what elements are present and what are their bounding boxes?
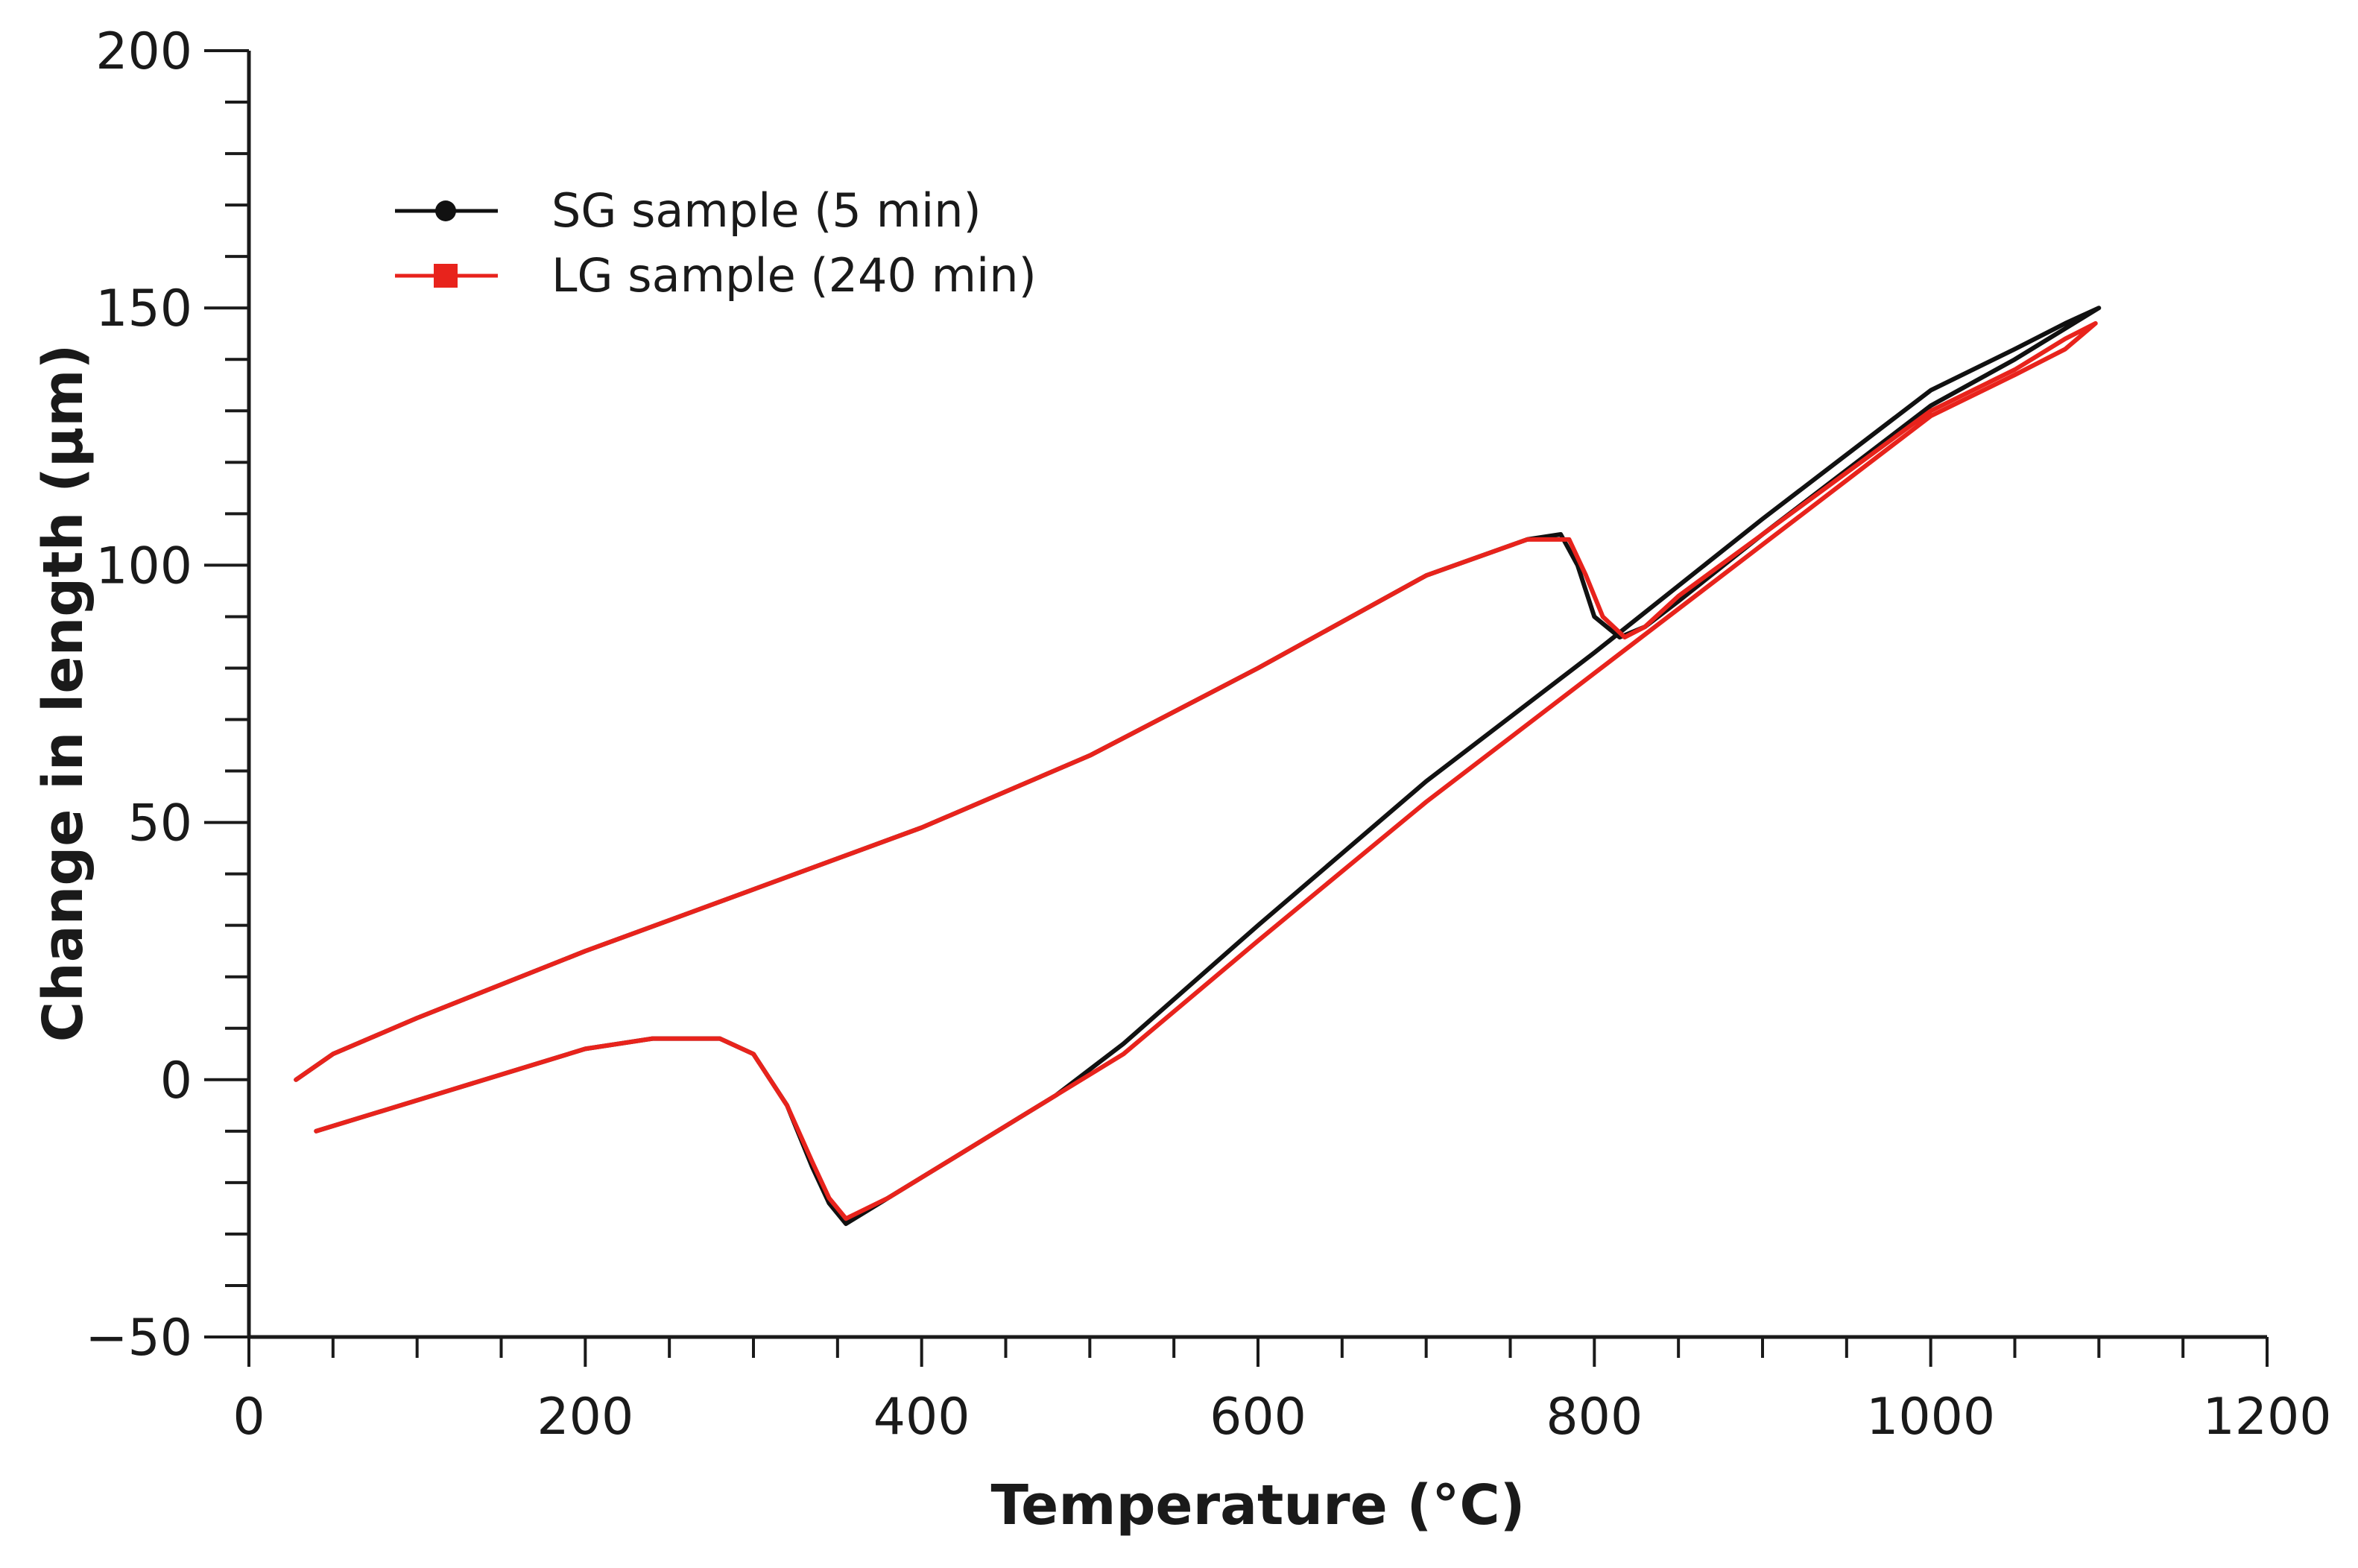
x-tick-label: 1200: [2202, 1388, 2331, 1447]
series-group: [294, 306, 2102, 1227]
series-line-sg: [294, 306, 2102, 1227]
y-tick-label: 150: [95, 279, 192, 338]
legend-label-sg: SG sample (5 min): [551, 183, 982, 238]
legend-marker-lg-square: [434, 264, 458, 288]
x-tick-label: 800: [1546, 1388, 1643, 1447]
y-tick-label: 200: [95, 22, 192, 81]
series-line-lg: [294, 320, 2098, 1221]
x-tick-label: 200: [537, 1388, 633, 1447]
y-tick-label: 100: [95, 537, 192, 595]
y-tick-label: −50: [85, 1309, 192, 1368]
x-axis-title: Temperature (°C): [991, 1473, 1526, 1537]
x-tick-label: 1000: [1866, 1388, 1995, 1447]
y-tick-label: 50: [127, 794, 192, 853]
x-tick-label: 600: [1210, 1388, 1306, 1447]
y-tick-label: 0: [160, 1052, 192, 1110]
x-tick-label: 400: [873, 1388, 970, 1447]
tick-labels-group: 0 200 400 600 800 1000 1200 −50 0 50 100 150 200: [85, 22, 2331, 1447]
legend-label-lg: LG sample (240 min): [551, 248, 1037, 303]
legend: SG sample (5 min) LG sample (240 min): [395, 183, 1037, 303]
y-axis-title: Change in length (μm): [31, 344, 95, 1043]
legend-marker-sg-circle: [435, 200, 456, 221]
x-tick-label: 0: [233, 1388, 265, 1447]
ticks-group: [204, 49, 2269, 1367]
